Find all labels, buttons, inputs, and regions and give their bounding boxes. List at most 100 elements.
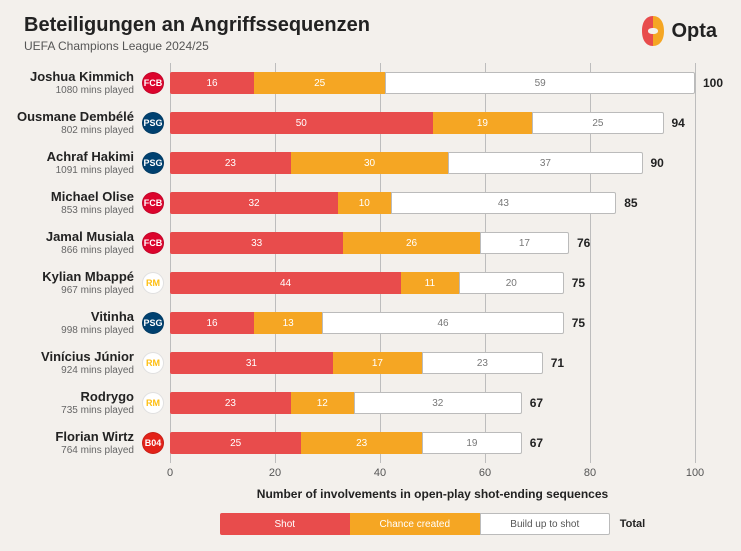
club-badge-icon: FCB xyxy=(142,192,164,214)
brand-logo: Opta xyxy=(639,14,717,48)
club-badge-icon: PSG xyxy=(142,152,164,174)
opta-logo-icon xyxy=(639,14,667,48)
chart-area: 020406080100 Joshua Kimmich1080 mins pla… xyxy=(0,59,741,535)
player-minutes: 998 mins played xyxy=(0,325,134,336)
player-row: Rodrygo735 mins playedRM23123267 xyxy=(170,383,695,423)
player-name: Kylian Mbappé xyxy=(0,270,134,284)
player-label: Vitinha998 mins played xyxy=(0,310,138,335)
bar-segment-build: 20 xyxy=(459,272,564,294)
player-name: Joshua Kimmich xyxy=(0,70,134,84)
player-row: Jamal Musiala866 mins playedFCB33261776 xyxy=(170,223,695,263)
player-name: Florian Wirtz xyxy=(0,430,134,444)
player-name: Jamal Musiala xyxy=(0,230,134,244)
legend-item-build: Build up to shot xyxy=(480,513,610,535)
legend-item-shot: Shot xyxy=(220,513,350,535)
club-badge-icon: FCB xyxy=(142,72,164,94)
player-minutes: 1080 mins played xyxy=(0,85,134,96)
total-value: 71 xyxy=(551,356,564,370)
bar-segment-build: 19 xyxy=(422,432,522,454)
bar-segment-chance: 30 xyxy=(291,152,449,174)
header: Beteiligungen an Angriffssequenzen UEFA … xyxy=(0,0,741,59)
legend: Shot Chance created Build up to shot Tot… xyxy=(170,513,695,535)
x-tick-label: 40 xyxy=(374,467,386,479)
bar-segment-chance: 23 xyxy=(301,432,422,454)
bar-segment-shot: 50 xyxy=(170,112,433,134)
player-name: Ousmane Dembélé xyxy=(0,110,134,124)
x-axis-title: Number of involvements in open-play shot… xyxy=(170,487,695,501)
player-label: Vinícius Júnior924 mins played xyxy=(0,350,138,375)
bar: 233037 90 xyxy=(170,152,695,174)
club-badge-icon: FCB xyxy=(142,232,164,254)
player-minutes: 1091 mins played xyxy=(0,165,134,176)
club-badge-icon: RM xyxy=(142,272,164,294)
player-row: Joshua Kimmich1080 mins playedFCB1625591… xyxy=(170,63,695,103)
bar-segment-shot: 44 xyxy=(170,272,401,294)
bar-segment-chance: 11 xyxy=(401,272,459,294)
bar-segment-shot: 25 xyxy=(170,432,301,454)
bar-segment-build: 37 xyxy=(448,152,642,174)
bar: 252319 67 xyxy=(170,432,695,454)
total-value: 90 xyxy=(651,156,664,170)
x-tick-label: 0 xyxy=(167,467,173,479)
bar-segment-build: 23 xyxy=(422,352,543,374)
player-row: Ousmane Dembélé802 mins playedPSG5019259… xyxy=(170,103,695,143)
bar-segment-chance: 10 xyxy=(338,192,391,214)
bar-segment-chance: 17 xyxy=(333,352,422,374)
chart-title: Beteiligungen an Angriffssequenzen xyxy=(24,14,370,37)
chart-subtitle: UEFA Champions League 2024/25 xyxy=(24,39,370,53)
bar-segment-build: 25 xyxy=(532,112,663,134)
legend-item-chance: Chance created xyxy=(350,513,480,535)
bar-segment-shot: 31 xyxy=(170,352,333,374)
club-badge-icon: RM xyxy=(142,392,164,414)
player-minutes: 853 mins played xyxy=(0,205,134,216)
gridline xyxy=(695,63,696,463)
total-value: 76 xyxy=(577,236,590,250)
player-name: Rodrygo xyxy=(0,390,134,404)
bar-segment-chance: 25 xyxy=(254,72,385,94)
player-minutes: 924 mins played xyxy=(0,365,134,376)
bar-segment-build: 46 xyxy=(322,312,564,334)
plot-area: 020406080100 Joshua Kimmich1080 mins pla… xyxy=(170,63,695,463)
player-label: Ousmane Dembélé802 mins played xyxy=(0,110,138,135)
bar-segment-shot: 33 xyxy=(170,232,343,254)
bar-segment-build: 59 xyxy=(385,72,695,94)
player-name: Vinícius Júnior xyxy=(0,350,134,364)
player-row: Kylian Mbappé967 mins playedRM44112075 xyxy=(170,263,695,303)
brand-name: Opta xyxy=(671,20,717,43)
player-row: Florian Wirtz764 mins playedB0425231967 xyxy=(170,423,695,463)
player-label: Rodrygo735 mins played xyxy=(0,390,138,415)
bar-segment-chance: 26 xyxy=(343,232,480,254)
player-label: Kylian Mbappé967 mins played xyxy=(0,270,138,295)
bar: 311723 71 xyxy=(170,352,695,374)
bar: 44112075 xyxy=(170,272,695,294)
bar: 162559100 xyxy=(170,72,695,94)
player-row: Vitinha998 mins playedPSG16134675 xyxy=(170,303,695,343)
x-tick-label: 60 xyxy=(479,467,491,479)
bar: 50192594 xyxy=(170,112,695,134)
player-minutes: 967 mins played xyxy=(0,285,134,296)
player-minutes: 802 mins played xyxy=(0,125,134,136)
club-badge-icon: B04 xyxy=(142,432,164,454)
bar-segment-shot: 32 xyxy=(170,192,338,214)
player-label: Jamal Musiala866 mins played xyxy=(0,230,138,255)
total-value: 67 xyxy=(530,396,543,410)
bar-segment-chance: 19 xyxy=(433,112,533,134)
player-name: Achraf Hakimi xyxy=(0,150,134,164)
player-row: Vinícius Júnior924 mins playedRM31172371 xyxy=(170,343,695,383)
total-value: 75 xyxy=(572,316,585,330)
player-name: Vitinha xyxy=(0,310,134,324)
bar: 16134675 xyxy=(170,312,695,334)
total-value: 67 xyxy=(530,436,543,450)
bar-segment-shot: 16 xyxy=(170,72,254,94)
player-label: Michael Olise853 mins played xyxy=(0,190,138,215)
player-name: Michael Olise xyxy=(0,190,134,204)
x-tick-label: 100 xyxy=(686,467,704,479)
bar-segment-shot: 23 xyxy=(170,152,291,174)
bar-segment-build: 32 xyxy=(354,392,522,414)
title-block: Beteiligungen an Angriffssequenzen UEFA … xyxy=(24,14,370,53)
total-value: 100 xyxy=(703,76,723,90)
player-row: Achraf Hakimi1091 mins playedPSG23303790 xyxy=(170,143,695,183)
bar: 32104385 xyxy=(170,192,695,214)
x-tick-label: 20 xyxy=(269,467,281,479)
player-minutes: 764 mins played xyxy=(0,445,134,456)
